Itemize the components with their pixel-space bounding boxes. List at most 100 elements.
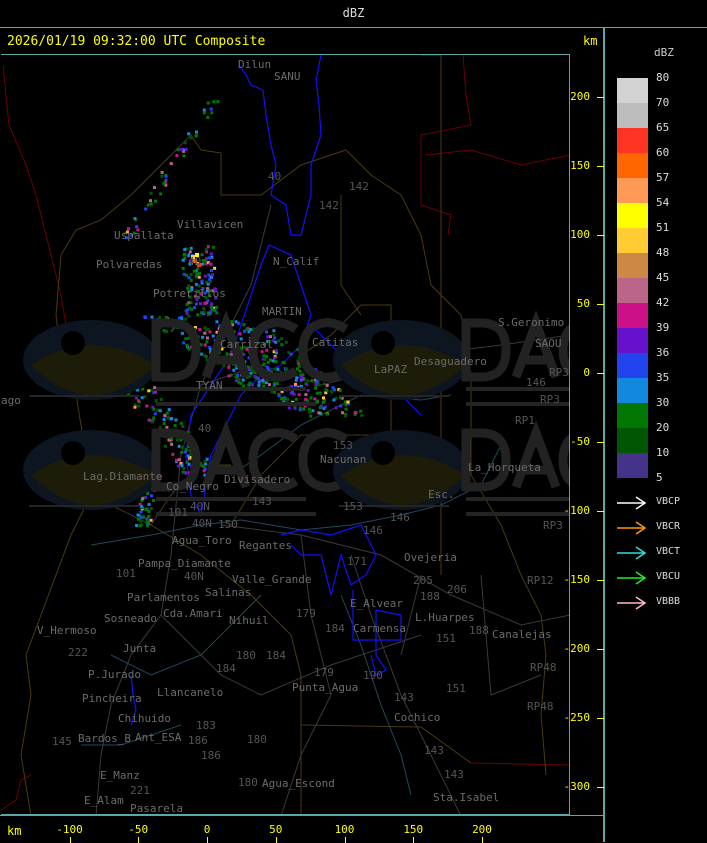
radar-echo xyxy=(315,380,319,383)
radar-echo xyxy=(257,383,261,387)
y-tick-mark xyxy=(597,373,604,374)
radar-echo xyxy=(149,518,153,522)
radar-echo xyxy=(140,396,144,400)
x-tick-mark xyxy=(482,837,483,843)
place-label: La_Horqueta xyxy=(468,461,541,474)
radar-echo xyxy=(302,407,306,411)
station-vbcp[interactable]: VBCP xyxy=(616,496,706,510)
radar-echo xyxy=(190,287,194,291)
y-tick-label: 100 xyxy=(570,228,590,241)
radar-echo xyxy=(360,413,364,417)
radar-echo xyxy=(188,295,192,299)
place-label: Pincheira xyxy=(82,692,142,705)
radar-echo xyxy=(353,412,357,416)
radar-echo-strong xyxy=(197,263,201,267)
radar-echo xyxy=(311,409,315,413)
radar-echo xyxy=(180,445,184,449)
radar-echo xyxy=(332,398,336,402)
station-vbcr[interactable]: VBCR xyxy=(616,521,706,535)
radar-echo xyxy=(199,343,203,347)
radar-echo xyxy=(325,389,329,393)
radar-echo xyxy=(182,272,186,276)
radar-echo xyxy=(253,375,257,378)
radar-echo xyxy=(315,391,319,395)
radar-echo xyxy=(285,367,289,371)
radar-echo xyxy=(147,514,151,518)
radar-echo xyxy=(197,284,201,288)
place-label: Uspallata xyxy=(114,229,174,242)
radar-echo xyxy=(186,308,190,312)
radar-echo xyxy=(273,367,277,371)
place-label: Junta xyxy=(123,642,157,655)
radar-echo xyxy=(253,371,257,375)
x-tick-mark xyxy=(344,837,346,843)
route-number: 171 xyxy=(347,555,367,568)
place-label: E_Alvear xyxy=(350,597,403,610)
radar-echo xyxy=(344,407,348,411)
x-tick-label: 200 xyxy=(472,823,492,836)
radar-echo xyxy=(201,287,205,290)
radar-echo xyxy=(175,458,178,462)
radar-echo xyxy=(189,451,193,455)
radar-echo xyxy=(210,255,214,259)
radar-echo xyxy=(154,199,158,203)
radar-echo xyxy=(210,302,214,306)
radar-echo xyxy=(138,502,142,506)
place-label: SAOU xyxy=(535,337,562,350)
radar-echo xyxy=(210,111,214,115)
radar-echo xyxy=(314,378,318,382)
radar-echo xyxy=(195,283,199,287)
station-vbcu[interactable]: VBCU xyxy=(616,571,706,585)
road xyxy=(400,574,422,656)
radar-echo xyxy=(310,378,314,382)
radar-echo xyxy=(181,425,185,428)
station-vbct[interactable]: VBCT xyxy=(616,546,706,560)
radar-echo xyxy=(205,289,209,293)
y-tick-label: -200 xyxy=(563,642,591,655)
radar-echo xyxy=(203,331,207,335)
radar-echo xyxy=(206,101,210,105)
radar-echo xyxy=(324,387,328,391)
province-border xyxy=(425,149,569,166)
radar-echo xyxy=(176,148,180,152)
legend-swatch xyxy=(617,453,648,478)
legend-value: 35 xyxy=(656,371,670,384)
radar-echo xyxy=(159,398,163,401)
arrow-icon xyxy=(617,496,647,510)
river xyxy=(340,594,412,796)
radar-map[interactable]: 40 142 142 40 153 146 RP3 RP3 RP1 RP3 RP12 RP48 RP48… xyxy=(1,54,570,815)
radar-echo xyxy=(272,333,276,337)
radar-echo xyxy=(245,347,249,351)
y-tick-mark xyxy=(597,580,604,581)
radar-echo xyxy=(183,248,187,252)
radar-echo xyxy=(125,236,129,240)
legend-swatch xyxy=(617,428,648,453)
route-number: RP12 xyxy=(527,574,554,587)
radar-echo xyxy=(160,174,164,178)
y-tick-label: -50 xyxy=(570,435,590,448)
route-number: RP3 xyxy=(540,393,560,406)
radar-echo xyxy=(265,365,269,369)
radar-echo xyxy=(251,327,255,331)
radar-echo xyxy=(152,499,155,502)
radar-echo xyxy=(243,329,246,333)
radar-echo xyxy=(199,352,203,356)
radar-echo xyxy=(133,403,137,407)
dacc-logo-icon xyxy=(23,310,349,406)
radar-echo xyxy=(215,311,219,315)
station-vbbb[interactable]: VBBB xyxy=(616,596,706,610)
route-number: 188 xyxy=(469,624,489,637)
radar-echo xyxy=(211,273,215,277)
place-label: Bardos_B xyxy=(78,732,131,745)
radar-echo xyxy=(162,422,166,426)
radar-echo xyxy=(209,107,213,111)
legend-value: 30 xyxy=(656,396,670,409)
radar-echo xyxy=(299,384,303,388)
radar-echo xyxy=(182,467,186,471)
radar-echo xyxy=(189,136,193,140)
radar-echo xyxy=(247,356,251,360)
route-number: 179 xyxy=(314,666,334,679)
road xyxy=(350,554,461,814)
radar-echo xyxy=(180,315,184,319)
x-axis-unit: km xyxy=(7,824,22,838)
